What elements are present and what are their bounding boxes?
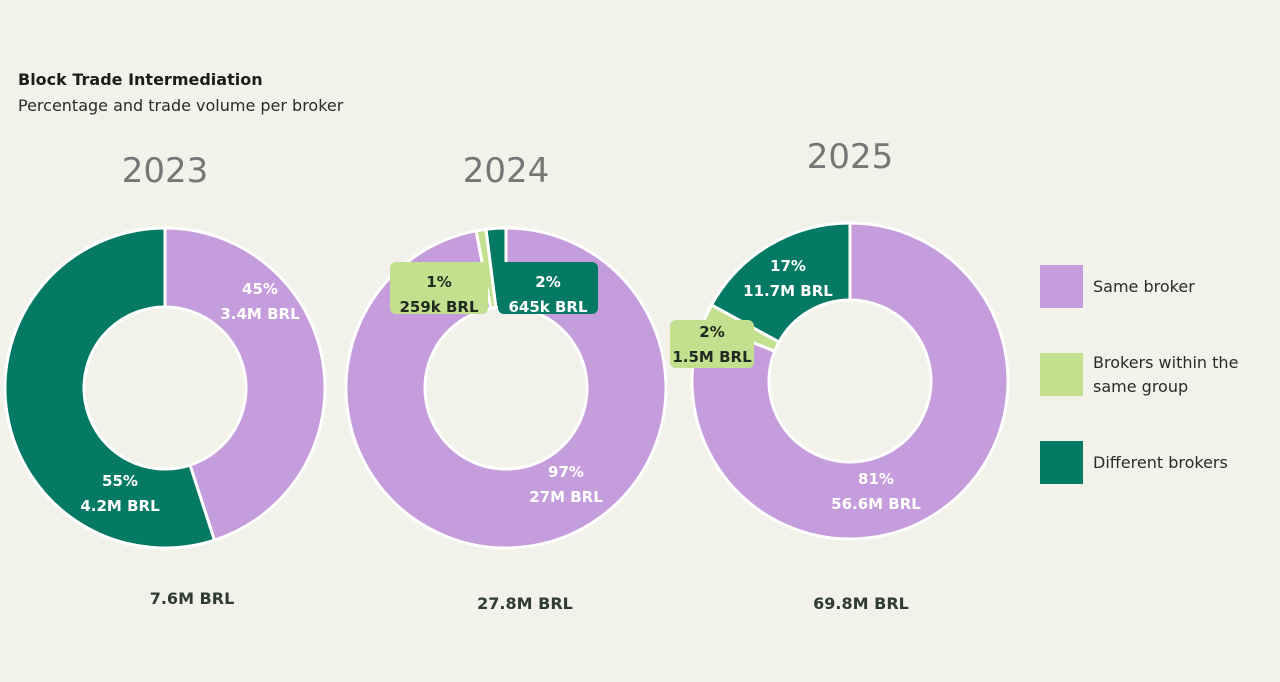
legend-item-different-brokers: Different brokers bbox=[1040, 441, 1228, 484]
donut-slices bbox=[690, 221, 1010, 541]
donut-2024: 2024 97% 27M BRL 1% 259k BRL 2% 645k BRL 27.8M … bbox=[344, 151, 668, 613]
slice-percent-label: 2% bbox=[699, 323, 724, 341]
slice-volume-label: 3.4M BRL bbox=[220, 305, 300, 323]
slice-label-same-broker: 45% 3.4M BRL bbox=[220, 280, 300, 323]
slice-percent-label: 17% bbox=[770, 257, 806, 275]
chart-year-title: 2024 bbox=[463, 151, 550, 191]
slice-same-broker bbox=[163, 226, 327, 542]
legend-label: Brokers within the same group bbox=[1093, 353, 1238, 396]
chart-total-label: 7.6M BRL bbox=[150, 589, 235, 608]
slice-percent-label: 45% bbox=[242, 280, 278, 298]
donut-slices bbox=[3, 226, 327, 550]
legend-label: Same broker bbox=[1093, 277, 1195, 296]
slice-different-brokers bbox=[3, 226, 216, 550]
slice-volume-label: 645k BRL bbox=[508, 298, 587, 316]
slice-label-same-broker: 81% 56.6M BRL bbox=[831, 470, 921, 513]
chart-total-label: 27.8M BRL bbox=[477, 594, 573, 613]
slice-volume-label: 4.2M BRL bbox=[80, 497, 160, 515]
legend-swatch bbox=[1040, 265, 1083, 308]
slice-label-different-brokers: 55% 4.2M BRL bbox=[80, 472, 160, 515]
donut-2023: 2023 45% 3.4M BRL 55% 4.2M BRL 7.6M BRL bbox=[3, 151, 327, 608]
chart-title: Block Trade Intermediation bbox=[18, 70, 263, 89]
legend: Same broker Brokers within the same group D… bbox=[1040, 265, 1238, 484]
chart-year-title: 2025 bbox=[807, 137, 894, 177]
slice-label-brokers-same-group: 2% 1.5M BRL bbox=[670, 320, 754, 368]
slice-label-different-brokers: 17% 11.7M BRL bbox=[743, 257, 833, 300]
label-box bbox=[390, 262, 488, 314]
legend-label: Different brokers bbox=[1093, 453, 1228, 472]
chart-subtitle: Percentage and trade volume per broker bbox=[18, 96, 344, 115]
legend-item-brokers-same-group: Brokers within the same group bbox=[1040, 353, 1238, 396]
slice-percent-label: 97% bbox=[548, 463, 584, 481]
label-box bbox=[670, 320, 754, 368]
slice-volume-label: 1.5M BRL bbox=[672, 348, 752, 366]
slice-percent-label: 1% bbox=[426, 273, 451, 291]
slice-same-broker bbox=[690, 221, 1010, 541]
legend-swatch bbox=[1040, 353, 1083, 396]
slice-different-brokers bbox=[710, 221, 852, 344]
chart-year-title: 2023 bbox=[122, 151, 209, 191]
slice-volume-label: 11.7M BRL bbox=[743, 282, 833, 300]
slice-percent-label: 81% bbox=[858, 470, 894, 488]
legend-item-same-broker: Same broker bbox=[1040, 265, 1195, 308]
slice-label-same-broker: 97% 27M BRL bbox=[529, 463, 603, 506]
slice-volume-label: 56.6M BRL bbox=[831, 495, 921, 513]
label-box bbox=[498, 262, 598, 314]
slice-percent-label: 55% bbox=[102, 472, 138, 490]
slice-label-brokers-same-group: 1% 259k BRL bbox=[390, 262, 488, 316]
donut-2025: 2025 81% 56.6M BRL 2% 1.5M BRL 17% 11.7M BRL 69… bbox=[670, 137, 1010, 613]
slice-label-different-brokers: 2% 645k BRL bbox=[498, 262, 598, 316]
chart-total-label: 69.8M BRL bbox=[813, 594, 909, 613]
slice-volume-label: 259k BRL bbox=[399, 298, 478, 316]
legend-swatch bbox=[1040, 441, 1083, 484]
slice-percent-label: 2% bbox=[535, 273, 560, 291]
slice-volume-label: 27M BRL bbox=[529, 488, 603, 506]
